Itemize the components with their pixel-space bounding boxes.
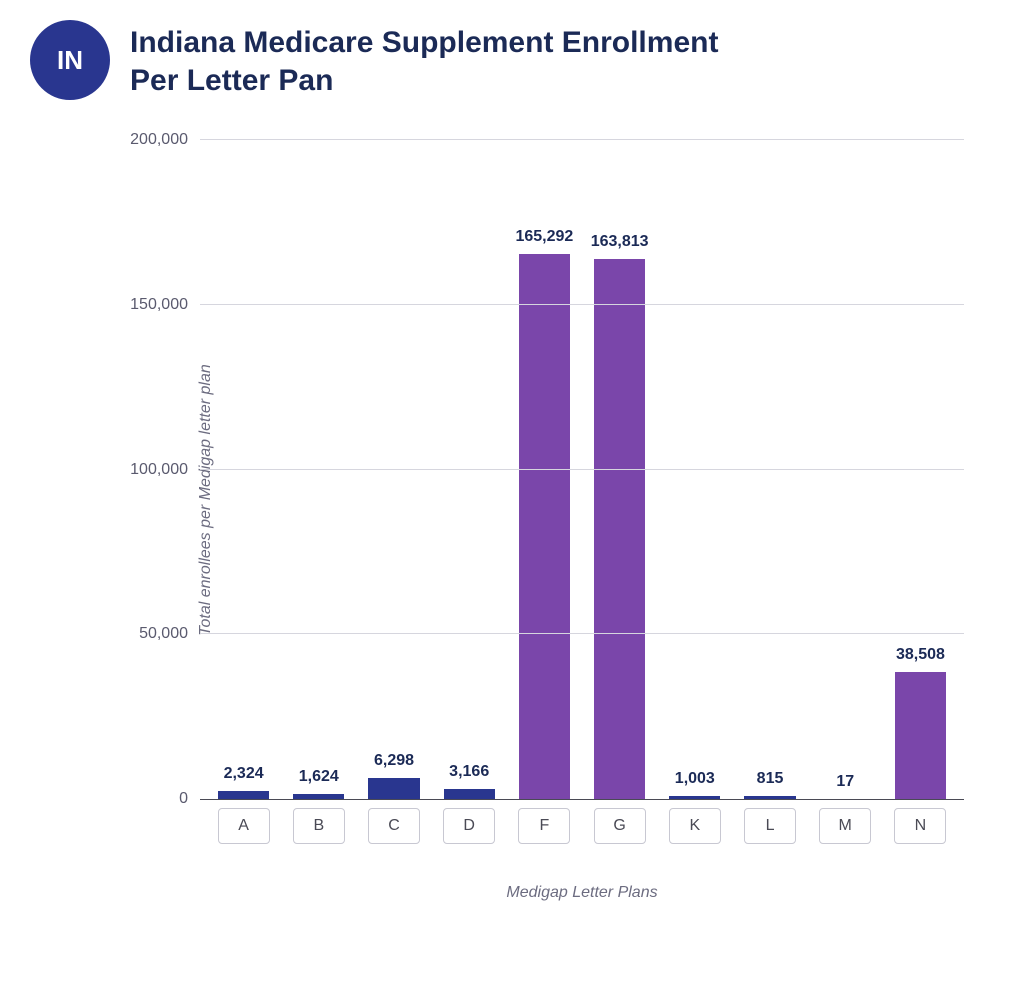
y-tick-label: 0 bbox=[179, 790, 188, 808]
x-tick-cell: B bbox=[281, 808, 356, 844]
bars-container: 2,324 1,624 6,298 3,166 165,292 163,813 1,003 8… bbox=[200, 140, 964, 799]
x-tick-cell: G bbox=[582, 808, 657, 844]
bar bbox=[444, 789, 495, 799]
x-tick-label: A bbox=[218, 808, 270, 844]
bar-value-label: 17 bbox=[836, 773, 854, 791]
x-tick-cell: K bbox=[657, 808, 732, 844]
x-tick-label: B bbox=[293, 808, 345, 844]
bar-column: 2,324 bbox=[206, 140, 281, 799]
bar bbox=[293, 794, 344, 799]
x-tick-cell: F bbox=[507, 808, 582, 844]
x-tick-cell: M bbox=[808, 808, 883, 844]
x-tick-label: L bbox=[744, 808, 796, 844]
x-tick-cell: L bbox=[732, 808, 807, 844]
x-tick-cell: A bbox=[206, 808, 281, 844]
x-axis-ticks: ABCDFGKLMN bbox=[200, 808, 964, 844]
gridline bbox=[200, 633, 964, 634]
gridline bbox=[200, 469, 964, 470]
bar-value-label: 163,813 bbox=[591, 233, 649, 251]
plot-area: 2,324 1,624 6,298 3,166 165,292 163,813 1,003 8… bbox=[200, 140, 964, 800]
bar-chart: Total enrollees per Medigap letter plan … bbox=[200, 140, 964, 860]
bar-column: 1,624 bbox=[281, 140, 356, 799]
chart-title-line1: Indiana Medicare Supplement Enrollment bbox=[130, 26, 718, 59]
gridline bbox=[200, 304, 964, 305]
bar-value-label: 3,166 bbox=[449, 763, 489, 781]
bar bbox=[368, 778, 419, 799]
x-tick-cell: C bbox=[356, 808, 431, 844]
bar-value-label: 1,624 bbox=[299, 768, 339, 786]
bar-column: 1,003 bbox=[657, 140, 732, 799]
chart-title: Indiana Medicare Supplement Enrollment P… bbox=[130, 24, 718, 99]
x-tick-label: M bbox=[819, 808, 871, 844]
bar-value-label: 38,508 bbox=[896, 646, 945, 664]
bar-column: 165,292 bbox=[507, 140, 582, 799]
x-tick-label: D bbox=[443, 808, 495, 844]
chart-header: IN Indiana Medicare Supplement Enrollmen… bbox=[30, 20, 994, 100]
bar bbox=[594, 259, 645, 799]
x-tick-label: F bbox=[518, 808, 570, 844]
y-tick-label: 200,000 bbox=[130, 131, 188, 149]
bar-value-label: 1,003 bbox=[675, 770, 715, 788]
y-tick-label: 150,000 bbox=[130, 296, 188, 314]
bar-value-label: 815 bbox=[757, 770, 784, 788]
bar-value-label: 165,292 bbox=[515, 228, 573, 246]
bar-column: 163,813 bbox=[582, 140, 657, 799]
y-tick-label: 100,000 bbox=[130, 461, 188, 479]
chart-title-line2: Per Letter Pan bbox=[130, 64, 333, 97]
x-axis-label: Medigap Letter Plans bbox=[200, 884, 964, 902]
gridline bbox=[200, 139, 964, 140]
bar-column: 6,298 bbox=[356, 140, 431, 799]
bar-value-label: 6,298 bbox=[374, 752, 414, 770]
bar bbox=[218, 791, 269, 799]
bar bbox=[895, 672, 946, 799]
state-badge-text: IN bbox=[57, 45, 83, 76]
bar-value-label: 2,324 bbox=[224, 765, 264, 783]
x-tick-label: G bbox=[594, 808, 646, 844]
bar bbox=[744, 796, 795, 799]
bar bbox=[519, 254, 570, 799]
x-tick-label: K bbox=[669, 808, 721, 844]
x-tick-cell: D bbox=[432, 808, 507, 844]
state-badge: IN bbox=[30, 20, 110, 100]
bar-column: 17 bbox=[808, 140, 883, 799]
x-tick-label: N bbox=[894, 808, 946, 844]
bar bbox=[669, 796, 720, 799]
x-tick-cell: N bbox=[883, 808, 958, 844]
bar-column: 815 bbox=[732, 140, 807, 799]
y-tick-label: 50,000 bbox=[139, 625, 188, 643]
x-tick-label: C bbox=[368, 808, 420, 844]
bar-column: 3,166 bbox=[432, 140, 507, 799]
bar-column: 38,508 bbox=[883, 140, 958, 799]
